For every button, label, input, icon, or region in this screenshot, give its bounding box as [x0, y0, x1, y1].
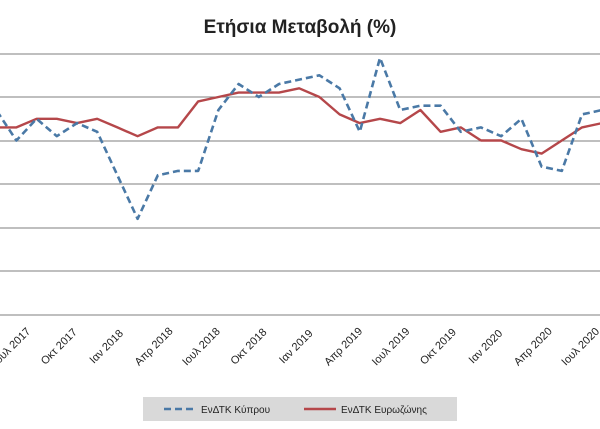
- x-tick-label: Ιουλ 2018: [180, 326, 223, 369]
- gridlines: [0, 53, 600, 316]
- legend-box: [143, 397, 457, 421]
- x-tick-label: Απρ 2019: [322, 325, 365, 368]
- series-layer: [0, 56, 600, 221]
- x-tick-label: Οκτ 2019: [418, 326, 459, 367]
- x-tick-label: Ιουλ 2017: [0, 326, 33, 369]
- legend-label-cyprus: ΕνΔΤΚ Κύπρου: [201, 404, 270, 416]
- x-tick-label: Ιουλ 2019: [370, 326, 413, 369]
- x-tick-label: Ιαν 2019: [277, 328, 316, 367]
- x-tick-label: Οκτ 2018: [228, 326, 269, 367]
- series-line-eurozone: [0, 87, 600, 155]
- x-tick-label: Απρ 2020: [512, 325, 555, 368]
- x-tick-label: Απρ 2018: [133, 325, 176, 368]
- chart-title: Ετήσια Μεταβολή (%): [204, 17, 397, 38]
- x-axis-ticks: Ιουλ 2017 Οκτ 2017 Ιαν 2018 Απρ 2018 Ιουλ 20…: [0, 325, 600, 368]
- x-tick-label: Ιαν 2020: [467, 328, 506, 367]
- x-tick-label: Ιουλ 2020: [559, 326, 600, 369]
- legend: ΕνΔΤΚ Κύπρου ΕνΔΤΚ Ευρωζώνης: [143, 397, 457, 421]
- legend-label-eurozone: ΕνΔΤΚ Ευρωζώνης: [341, 404, 427, 416]
- x-tick-label: Οκτ 2017: [39, 326, 80, 367]
- x-tick-label: Ιαν 2018: [87, 328, 126, 367]
